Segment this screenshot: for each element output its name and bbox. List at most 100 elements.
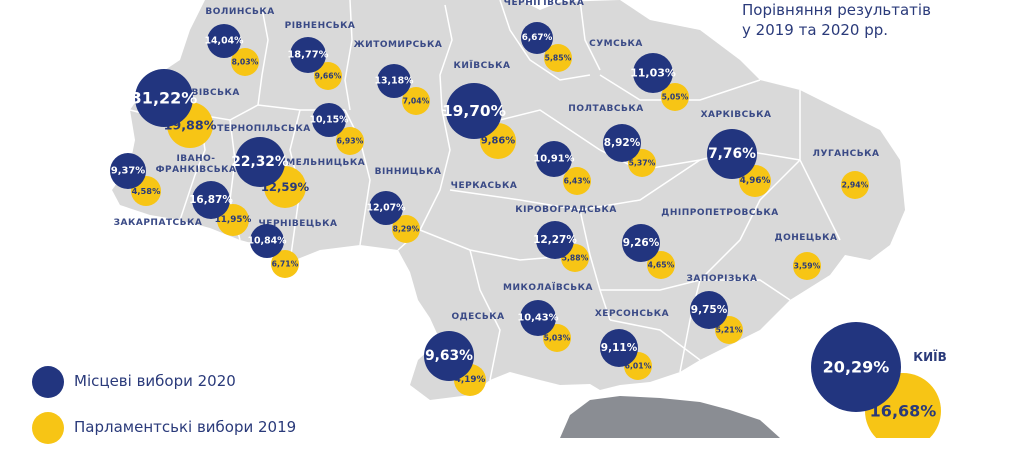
- bubble-2020-kyiv-oblast: 19,70%: [442, 83, 506, 139]
- bubble-2020-dnipro-value: 9,26%: [623, 237, 660, 249]
- bubble-2020-zhytomyr: 13,18%: [374, 64, 414, 98]
- bubble-2019-zhytomyr-circle: [402, 87, 430, 115]
- region-border-9: [344, 109, 371, 246]
- region-label-dnipro: ДНІПРОПЕТРОВСЬКА: [661, 208, 778, 218]
- bubble-2020-chernivtsi: 10,84%: [247, 224, 287, 258]
- bubble-2020-mykolaiv: 10,43%: [517, 300, 559, 336]
- bubble-2020-rivne: 18,77%: [287, 37, 329, 73]
- bubble-2020-ivano-frankivsk: 16,87%: [189, 181, 233, 219]
- bubble-2019-vinnytsia-value: 8,29%: [393, 225, 420, 234]
- region-label-ivano-frankivsk: ІВАНО-ФРАНКІВСЬКА: [156, 154, 237, 175]
- bubble-2019-cherkasy-circle: [563, 167, 591, 195]
- ukraine-map: ВОЛИНСЬКА РІВНЕНСЬКА ЖИТОМИРСЬКА КИЇВСЬКА ЧЕ…: [110, 0, 947, 438]
- region-label-ternopil: ТЕРНОПІЛЬСЬКА: [217, 124, 311, 134]
- bubble-2019-dnipro-circle: [647, 251, 675, 279]
- bubble-2020-poltava-circle: [603, 124, 641, 162]
- region-label-donetsk: ДОНЕЦЬКА: [775, 233, 838, 243]
- bubble-2020-kyiv-city: 20,29%: [811, 322, 901, 412]
- bubble-2020-zaporizhzhia-circle: [690, 291, 728, 329]
- bubble-2020-odesa: 9,63%: [424, 331, 474, 381]
- bubble-2020-mykolaiv-circle: [520, 300, 556, 336]
- result-bubbles: 8,03%9,66%7,04%9,86%5,85%5,05%19,88%12,5…: [110, 22, 947, 438]
- bubble-2019-kyiv-city-value: 16,68%: [870, 402, 937, 421]
- bubble-2019-kharkiv-value: 4,96%: [740, 176, 771, 186]
- bubble-2020-kherson: 9,11%: [600, 329, 638, 367]
- bubble-2020-lviv-value: 31,22%: [131, 89, 198, 108]
- bubble-2019-chernihiv-circle: [544, 44, 572, 72]
- bubble-2020-zakarpattia: 9,37%: [110, 153, 146, 189]
- bubble-2020-cherkasy: 10,91%: [533, 141, 575, 177]
- bubble-2019-cherkasy: 6,43%: [563, 167, 591, 195]
- bubble-2020-kharkiv-value: 7,76%: [708, 146, 756, 162]
- bubble-2020-odesa-value: 9,63%: [425, 348, 473, 364]
- region-label-odesa: ОДЕСЬКА: [451, 312, 504, 322]
- region-label-rivne: РІВНЕНСЬКА: [285, 21, 356, 31]
- region-border-18: [579, 209, 611, 321]
- bubble-2019-sumy-value: 5,05%: [662, 93, 689, 102]
- bubble-2020-chernihiv-value: 6,67%: [522, 33, 553, 43]
- bubble-2019-chernihiv-value: 5,85%: [545, 54, 572, 63]
- bubble-2019-khmelnytskyi-value: 6,93%: [337, 137, 364, 146]
- bubble-2020-ternopil-circle: [235, 137, 285, 187]
- region-label-mykolaiv: МИКОЛАЇВСЬКА: [503, 282, 593, 293]
- region-label-vinnytsia: ВІННИЦЬКА: [375, 167, 442, 177]
- bubble-2020-kherson-value: 9,11%: [601, 342, 638, 354]
- bubble-2019-vinnytsia: 8,29%: [392, 215, 420, 243]
- bubble-2019-mykolaiv-value: 5,03%: [544, 334, 571, 343]
- bubble-2020-kyiv-city-value: 20,29%: [823, 358, 890, 377]
- bubble-2019-volyn: 8,03%: [231, 48, 259, 76]
- bubble-2020-chernihiv: 6,67%: [521, 22, 553, 54]
- bubble-2019-vinnytsia-circle: [392, 215, 420, 243]
- bubble-2020-vinnytsia-circle: [369, 191, 403, 225]
- bubble-2019-volyn-circle: [231, 48, 259, 76]
- region-label-sumy: СУМСЬКА: [589, 39, 643, 49]
- bubble-2020-odesa-circle: [424, 331, 474, 381]
- bubble-2020-chernivtsi-circle: [250, 224, 284, 258]
- bubble-2019-donetsk-value: 3,59%: [794, 262, 821, 271]
- region-label-lviv: ЛЬВІВСЬКА: [176, 88, 240, 98]
- bubble-2020-kirovohrad-value: 12,27%: [533, 234, 577, 246]
- legend-dot-parliament: [32, 412, 64, 444]
- bubble-2019-rivne: 9,66%: [314, 62, 342, 90]
- bubble-2020-mykolaiv-value: 10,43%: [517, 313, 558, 324]
- bubble-2020-khmelnytskyi: 10,15%: [309, 103, 349, 137]
- bubble-2020-cherkasy-value: 10,91%: [533, 154, 574, 165]
- region-label-luhansk: ЛУГАНСЬКА: [813, 149, 880, 159]
- bubble-2020-sumy-circle: [633, 53, 673, 93]
- bubble-2020-poltava: 8,92%: [603, 124, 641, 162]
- bubble-2020-volyn-value: 14,04%: [204, 36, 244, 47]
- region-label-zaporizhzhia: ЗАПОРІЗЬКА: [686, 274, 757, 284]
- region-label-poltava: ПОЛТАВСЬКА: [568, 104, 643, 114]
- bubble-2019-ternopil-value: 12,59%: [261, 180, 310, 194]
- bubble-2020-vinnytsia: 12,07%: [366, 191, 406, 225]
- bubble-2020-kharkiv-circle: [707, 129, 757, 179]
- bubble-2019-chernihiv: 5,85%: [544, 44, 572, 72]
- region-border-3: [499, 0, 591, 81]
- legend-label-local: Місцеві вибори 2020: [74, 372, 236, 390]
- legend-label-parliament: Парламентські вибори 2019: [74, 418, 297, 436]
- region-border-21: [609, 319, 701, 361]
- region-border-15: [699, 159, 801, 281]
- region-border-2: [439, 4, 453, 111]
- bubble-2019-dnipro-value: 4,65%: [648, 261, 675, 270]
- bubble-2019-odesa-value: 4,19%: [455, 375, 486, 385]
- bubble-2020-dnipro-circle: [622, 224, 660, 262]
- bubble-2019-khmelnytskyi-circle: [336, 127, 364, 155]
- bubble-2019-sumy-circle: [661, 83, 689, 111]
- map-title: Порівняння результатів у 2019 та 2020 рр…: [742, 0, 962, 40]
- bubble-2020-chernihiv-circle: [521, 22, 553, 54]
- bubble-2020-zaporizhzhia-value: 9,75%: [691, 304, 728, 316]
- bubble-2019-donetsk: 3,59%: [793, 252, 821, 280]
- bubble-2020-ivano-frankivsk-value: 16,87%: [189, 194, 233, 206]
- region-label-zhytomyr: ЖИТОМИРСЬКА: [354, 40, 443, 50]
- bubble-2020-lviv: 31,22%: [131, 69, 198, 127]
- bubble-2020-dnipro: 9,26%: [622, 224, 660, 262]
- bubble-2019-kherson-value: 6,01%: [625, 362, 652, 371]
- kyiv-city-label: КИЇВ: [913, 349, 946, 364]
- region-label-chernihiv: ЧЕРНІГІВСЬКА: [504, 0, 585, 8]
- bubble-2020-rivne-value: 18,77%: [287, 50, 328, 61]
- bubble-2019-dnipro: 4,65%: [647, 251, 675, 279]
- bubble-2020-khmelnytskyi-value: 10,15%: [309, 115, 349, 126]
- region-label-volyn: ВОЛИНСЬКА: [205, 7, 274, 17]
- bubble-2020-kharkiv: 7,76%: [707, 129, 757, 179]
